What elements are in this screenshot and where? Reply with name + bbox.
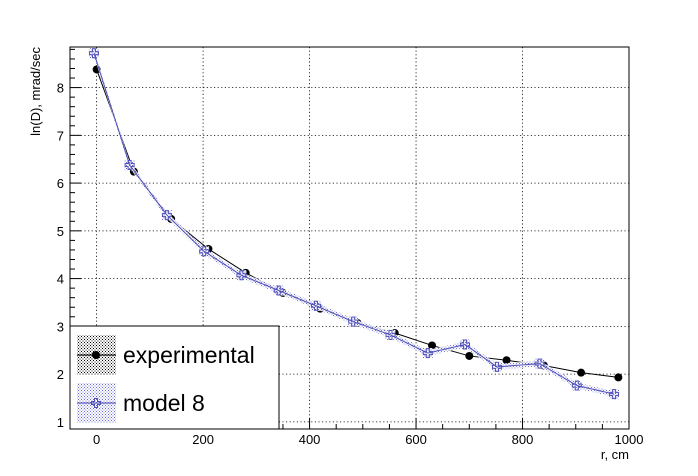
x-tick-label: 400 [299, 432, 321, 447]
y-tick-label: 7 [57, 128, 64, 143]
data-point [534, 358, 545, 369]
data-point [273, 285, 284, 296]
grid [70, 47, 630, 429]
x-axis-title: r, cm [601, 447, 629, 462]
legend-entry: model 8 [77, 383, 205, 423]
data-point [88, 48, 99, 59]
series-layer [88, 48, 623, 400]
y-tick-label: 5 [57, 224, 64, 239]
data-point [161, 210, 172, 221]
x-tick-label: 800 [512, 432, 534, 447]
data-point [385, 329, 396, 340]
data-point [571, 380, 582, 391]
y-tick-label: 3 [57, 319, 64, 334]
series-model [88, 48, 620, 400]
legend-label: model 8 [123, 390, 205, 416]
data-point [199, 246, 210, 257]
x-tick-label: 600 [405, 432, 427, 447]
data-point [614, 373, 623, 382]
data-point [310, 300, 321, 311]
legend-entry: experimental [77, 335, 255, 375]
x-tick-label: 1000 [615, 432, 644, 447]
y-tick-label: 1 [57, 415, 64, 430]
data-point [491, 361, 502, 372]
data-point [465, 351, 474, 360]
data-point [422, 348, 433, 359]
y-tick-label: 4 [57, 272, 64, 287]
legend-marker [91, 398, 101, 408]
legend: experimental model 8 [69, 325, 280, 430]
data-point [348, 316, 359, 327]
data-point [460, 339, 471, 350]
data-point [124, 159, 135, 170]
series-line [93, 53, 615, 395]
data-point [609, 389, 620, 400]
y-tick-label: 6 [57, 176, 64, 191]
data-point [502, 356, 511, 365]
legend-marker [92, 351, 100, 359]
y-tick-label: 8 [57, 81, 64, 96]
x-tick-label: 0 [93, 432, 100, 447]
y-tick-label: 2 [57, 367, 64, 382]
y-axis-title: ln(D), mrad/sec [28, 47, 43, 136]
data-point [428, 341, 437, 350]
x-tick-label: 200 [192, 432, 214, 447]
data-point [577, 368, 586, 377]
legend-label: experimental [123, 342, 255, 368]
data-point [236, 270, 247, 281]
